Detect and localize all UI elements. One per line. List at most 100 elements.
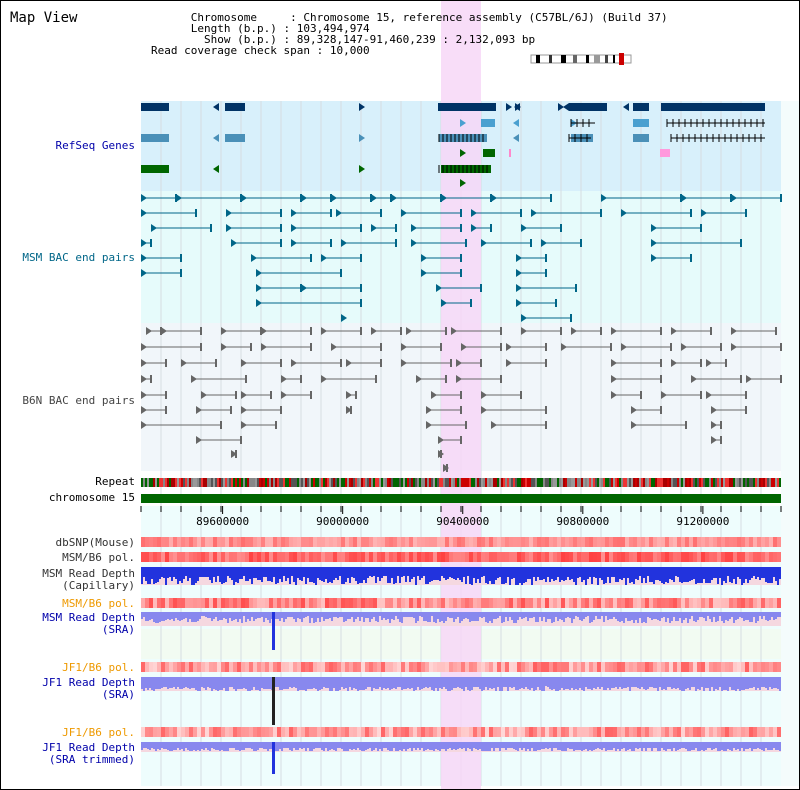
gene-strand-arrow: [558, 103, 564, 111]
heat-cell: [585, 662, 589, 672]
heat-cell: [217, 727, 221, 737]
heat-cell: [609, 727, 613, 737]
depth-bar: [391, 742, 393, 751]
repeat-segment: [243, 478, 245, 487]
repeat-segment: [641, 478, 643, 487]
track-label-b6n-bac[interactable]: B6N BAC end pairs: [22, 394, 135, 407]
track-label-msm-bac[interactable]: MSM BAC end pairs: [22, 251, 135, 264]
depth-bar: [767, 612, 769, 621]
depth-bar: [589, 612, 591, 623]
heat-cell: [197, 727, 201, 737]
depth-bar: [267, 742, 269, 751]
depth-bar: [467, 567, 469, 576]
depth-bar: [181, 612, 183, 620]
heat-cell: [561, 662, 565, 672]
bac-end-arrow: [561, 343, 567, 351]
depth-bar: [151, 612, 153, 619]
heat-cell: [525, 598, 529, 608]
heat-cell: [485, 552, 489, 562]
heat-cell: [449, 662, 453, 672]
heat-cell: [405, 598, 409, 608]
depth-bar: [545, 612, 547, 622]
heat-cell: [177, 662, 181, 672]
heat-cell: [481, 727, 485, 737]
depth-bar: [317, 612, 319, 618]
chromosome-label: Chromosome: [190, 11, 257, 24]
repeat-segment: [321, 478, 323, 487]
depth-bar: [283, 567, 285, 576]
depth-bar: [693, 677, 695, 687]
bac-end-arrow: [436, 284, 442, 292]
repeat-segment: [619, 478, 621, 487]
heat-cell: [661, 537, 665, 547]
bac-end-cap: [500, 343, 502, 351]
depth-bar: [205, 677, 207, 690]
chromosome-value: Chromosome 15, reference assembly (C57BL…: [303, 11, 668, 24]
depth-bar: [257, 567, 259, 580]
depth-bar: [385, 612, 387, 620]
heat-cell: [453, 727, 457, 737]
depth-bar: [251, 742, 253, 749]
depth-bar: [413, 677, 415, 691]
depth-bar: [629, 742, 631, 749]
heat-cell: [649, 727, 653, 737]
heat-cell: [377, 727, 381, 737]
heat-cell: [477, 662, 481, 672]
heat-cell: [189, 537, 193, 547]
repeat-segment: [361, 478, 363, 487]
repeat-segment: [731, 478, 733, 487]
depth-bar: [407, 742, 409, 749]
depth-bar: [231, 567, 233, 580]
heat-cell: [737, 662, 741, 672]
depth-bar: [601, 567, 603, 580]
heat-cell: [357, 662, 361, 672]
depth-bar: [623, 677, 625, 688]
heat-cell: [393, 552, 397, 562]
heat-cell: [617, 537, 621, 547]
gene-strand-arrow: [359, 165, 365, 173]
repeat-segment: [735, 478, 737, 487]
depth-bar: [431, 567, 433, 581]
chromosome-row: Chromosome : Chromosome 15, reference as…: [190, 11, 668, 24]
depth-bar: [451, 677, 453, 690]
depth-bar: [579, 742, 581, 750]
bac-end-arrow: [651, 224, 657, 232]
depth-bar: [259, 742, 261, 748]
bac-end-cap: [235, 391, 237, 399]
depth-bar: [737, 742, 739, 749]
depth-bar: [327, 742, 329, 751]
repeat-segment: [281, 478, 283, 487]
heat-cell: [709, 552, 713, 562]
depth-bar: [695, 677, 697, 691]
heat-cell: [457, 727, 461, 737]
repeat-segment: [661, 478, 663, 487]
heat-cell: [485, 662, 489, 672]
depth-bar: [149, 742, 151, 750]
depth-bar: [265, 677, 267, 689]
track-label-refseq[interactable]: RefSeq Genes: [55, 139, 135, 152]
repeat-segment: [689, 478, 691, 487]
heat-cell: [589, 727, 593, 737]
depth-bar: [241, 567, 243, 579]
depth-bar: [339, 567, 341, 576]
depth-bar: [569, 567, 571, 580]
repeat-segment: [573, 478, 575, 487]
depth-bar: [193, 612, 195, 622]
heat-cell: [713, 537, 717, 547]
heat-cell: [149, 727, 153, 737]
heat-cell: [745, 537, 749, 547]
bac-end-cap: [700, 224, 702, 232]
heat-cell: [593, 537, 597, 547]
heat-cell: [185, 727, 189, 737]
depth-bar: [727, 742, 729, 749]
heat-cell: [713, 598, 717, 608]
depth-bar: [173, 677, 175, 687]
depth-bar: [473, 677, 475, 687]
depth-bar: [149, 567, 151, 584]
depth-bar: [171, 742, 173, 751]
heat-cell: [141, 552, 145, 562]
repeat-segment: [159, 478, 161, 487]
depth-bar: [599, 677, 601, 689]
depth-bar: [555, 742, 557, 748]
